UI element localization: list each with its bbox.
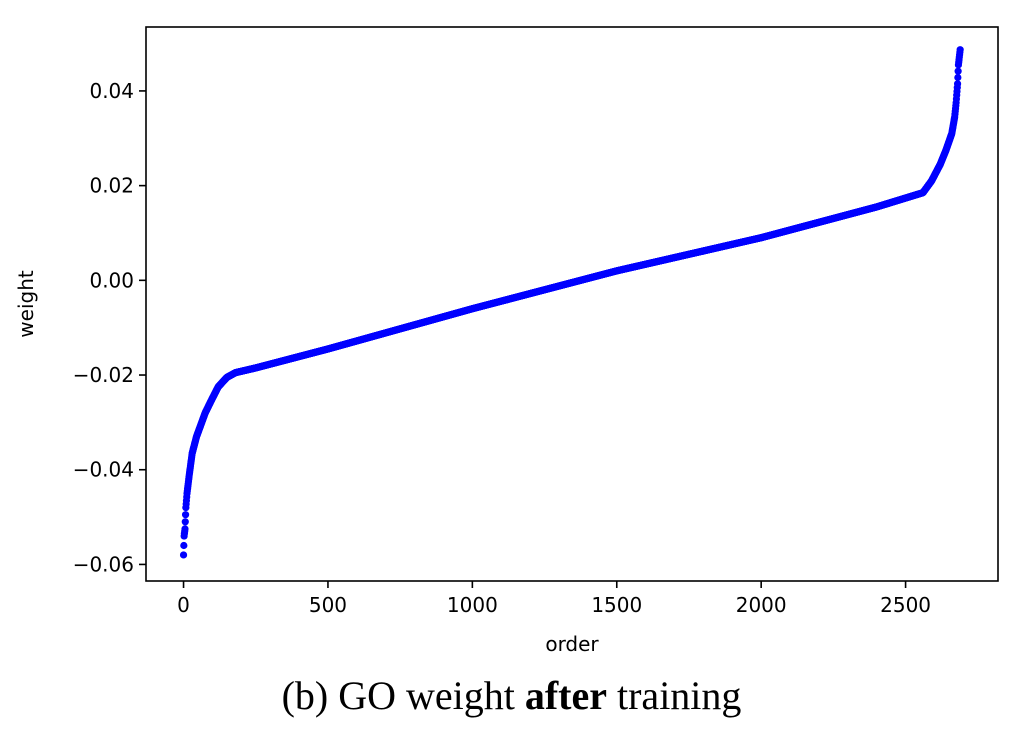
data-point [954,73,962,82]
scatter-chart: 0 500 1000 1500 2000 2500 −0.06 −0.04 −0.02 0.00… [14,26,999,656]
caption-suffix: training [607,673,742,718]
data-point [181,525,189,533]
caption-prefix: (b) GO weight [281,673,525,718]
y-axis-ticks: −0.06 −0.04 −0.02 0.00 0.02 0.04 [73,79,146,576]
data-point [953,80,962,88]
data-point [956,46,964,54]
data-point [954,67,962,75]
x-tick-label: 1500 [591,593,642,617]
y-tick-label: −0.04 [73,458,134,482]
data-point [180,541,188,550]
y-tick-label: 0.00 [89,268,134,292]
x-axis-ticks: 0 500 1000 1500 2000 2500 [177,581,931,617]
x-tick-label: 0 [177,593,190,617]
y-tick-label: −0.06 [73,552,134,576]
x-tick-label: 1000 [447,593,498,617]
figure-caption: (b) GO weight after training [0,672,1023,719]
y-tick-label: 0.04 [89,79,134,103]
x-tick-label: 2000 [736,593,787,617]
data-point [181,518,189,526]
x-tick-label: 2500 [880,593,931,617]
caption-bold: after [524,673,607,718]
data-point [179,551,188,559]
data-points [179,46,964,559]
y-tick-label: −0.02 [73,363,134,387]
y-tick-label: 0.02 [89,174,134,198]
plot-frame [145,26,999,582]
y-axis-label: weight [14,270,38,338]
x-axis-label: order [545,632,599,656]
data-point [181,511,190,519]
x-tick-label: 500 [309,593,347,617]
